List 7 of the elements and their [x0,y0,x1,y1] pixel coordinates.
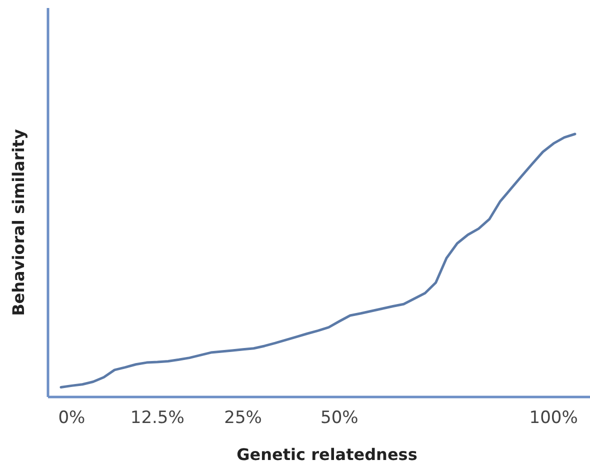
x-axis-title: Genetic relatedness [236,445,418,464]
x-tick-label: 12.5% [130,408,184,428]
x-tick-label: 50% [320,408,358,428]
y-axis-title: Behavioral similarity [9,128,28,316]
x-tick-label: 100% [529,408,578,428]
x-tick-label: 25% [224,408,262,428]
x-tick-label: 0% [58,408,86,428]
